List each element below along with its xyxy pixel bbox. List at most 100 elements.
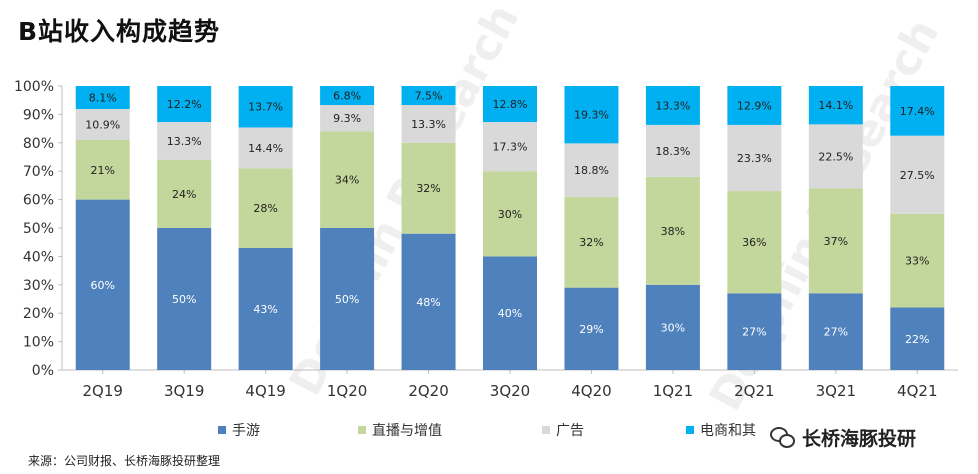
data-label: 13.3% xyxy=(167,135,202,148)
data-label: 13.3% xyxy=(411,118,446,131)
bar-segment xyxy=(157,159,212,228)
legend-label: 直播与增值 xyxy=(372,422,442,439)
x-tick-label: 2Q20 xyxy=(408,382,448,400)
y-tick-label: 100% xyxy=(14,79,54,95)
data-label: 12.2% xyxy=(167,98,202,111)
bar-segment xyxy=(890,307,945,370)
bar-segment xyxy=(808,188,863,294)
data-label: 19.3% xyxy=(574,109,609,122)
x-tick-label: 2Q19 xyxy=(83,382,123,400)
bar-segment xyxy=(401,142,456,234)
y-tick-label: 50% xyxy=(23,221,54,237)
bar-segment xyxy=(727,293,782,370)
data-label: 40% xyxy=(498,307,522,320)
bar-segment xyxy=(320,131,375,228)
data-label: 30% xyxy=(498,208,522,221)
bar-segment xyxy=(483,122,537,172)
brand-logo: 长桥海豚投研 xyxy=(770,424,916,451)
data-label: 27.5% xyxy=(900,169,935,182)
data-label: 12.9% xyxy=(737,99,772,112)
bar-segment xyxy=(727,124,782,192)
y-tick-label: 90% xyxy=(23,107,54,123)
y-tick-label: 30% xyxy=(23,278,54,294)
x-tick-label: 4Q19 xyxy=(245,382,285,400)
bar-segment xyxy=(75,139,130,200)
data-label: 13.7% xyxy=(248,101,283,114)
bar-segment xyxy=(401,86,456,106)
data-label: 50% xyxy=(335,293,359,306)
wechat-icon xyxy=(770,426,796,449)
bar-segment xyxy=(808,293,863,370)
data-label: 14.4% xyxy=(248,142,283,155)
data-label: 12.8% xyxy=(493,98,528,111)
bar-segment xyxy=(808,86,863,125)
bar-segment xyxy=(727,86,782,125)
data-label: 48% xyxy=(416,296,440,309)
bar-segment xyxy=(727,191,782,294)
data-label: 8.1% xyxy=(89,92,117,105)
data-label: 22% xyxy=(905,333,929,346)
bar-segment xyxy=(483,86,537,123)
bar-segment xyxy=(157,86,212,123)
legend-label: 广告 xyxy=(556,423,584,439)
x-tick-label: 2Q21 xyxy=(734,382,774,400)
data-label: 17.4% xyxy=(900,105,935,118)
bar-segment xyxy=(401,105,456,143)
x-tick-label: 1Q21 xyxy=(653,382,693,400)
data-label: 6.8% xyxy=(333,90,361,103)
data-label: 14.1% xyxy=(818,99,853,112)
data-label: 23.3% xyxy=(737,152,772,165)
data-label: 22.5% xyxy=(818,150,853,163)
legend-label: 手游 xyxy=(232,423,260,439)
bar-segment xyxy=(320,228,375,370)
bar-segment xyxy=(157,228,212,370)
bar-segment xyxy=(890,213,945,308)
x-tick-label: 1Q20 xyxy=(327,382,367,400)
data-label: 13.3% xyxy=(655,99,690,112)
bar-segment xyxy=(75,109,130,140)
data-label: 32% xyxy=(416,182,440,195)
bar-segment xyxy=(564,287,619,370)
data-label: 30% xyxy=(661,321,685,334)
bar-segment xyxy=(401,233,456,370)
brand-name: 长桥海豚投研 xyxy=(802,428,917,450)
data-label: 36% xyxy=(742,236,766,249)
bar-segment xyxy=(890,135,945,214)
bar-segment xyxy=(645,284,700,370)
bar-segment xyxy=(483,171,537,257)
y-tick-label: 40% xyxy=(23,249,54,265)
data-label: 10.9% xyxy=(85,118,120,131)
legend-swatch xyxy=(542,426,550,434)
data-label: 60% xyxy=(91,279,115,292)
data-label: 21% xyxy=(91,164,115,177)
bar-segment xyxy=(645,86,700,125)
bar-segment xyxy=(75,199,130,370)
data-label: 29% xyxy=(579,323,603,336)
x-tick-label: 3Q19 xyxy=(164,382,204,400)
bar-segment xyxy=(645,176,700,285)
bar-segment xyxy=(157,122,212,160)
bar-segment xyxy=(320,105,375,132)
bar-segment xyxy=(890,86,945,136)
bar-segment xyxy=(238,247,293,370)
y-tick-label: 80% xyxy=(23,136,54,152)
bar-segment xyxy=(483,256,537,370)
y-tick-label: 10% xyxy=(23,335,54,351)
bar-segment xyxy=(808,124,863,189)
legend-swatch xyxy=(218,426,226,434)
x-tick-label: 3Q21 xyxy=(816,382,856,400)
bar-segment xyxy=(238,168,293,248)
y-tick-label: 60% xyxy=(23,193,54,209)
bar-segment xyxy=(564,86,619,144)
y-tick-label: 20% xyxy=(23,306,54,322)
data-label: 9.3% xyxy=(333,112,361,125)
bar-segment xyxy=(564,143,619,197)
legend-swatch xyxy=(686,426,694,434)
bar-segment xyxy=(564,196,619,288)
y-tick-label: 70% xyxy=(23,164,54,180)
data-label: 37% xyxy=(824,235,848,248)
data-label: 38% xyxy=(661,225,685,238)
data-label: 18.8% xyxy=(574,164,609,177)
bar-segment xyxy=(645,124,700,177)
